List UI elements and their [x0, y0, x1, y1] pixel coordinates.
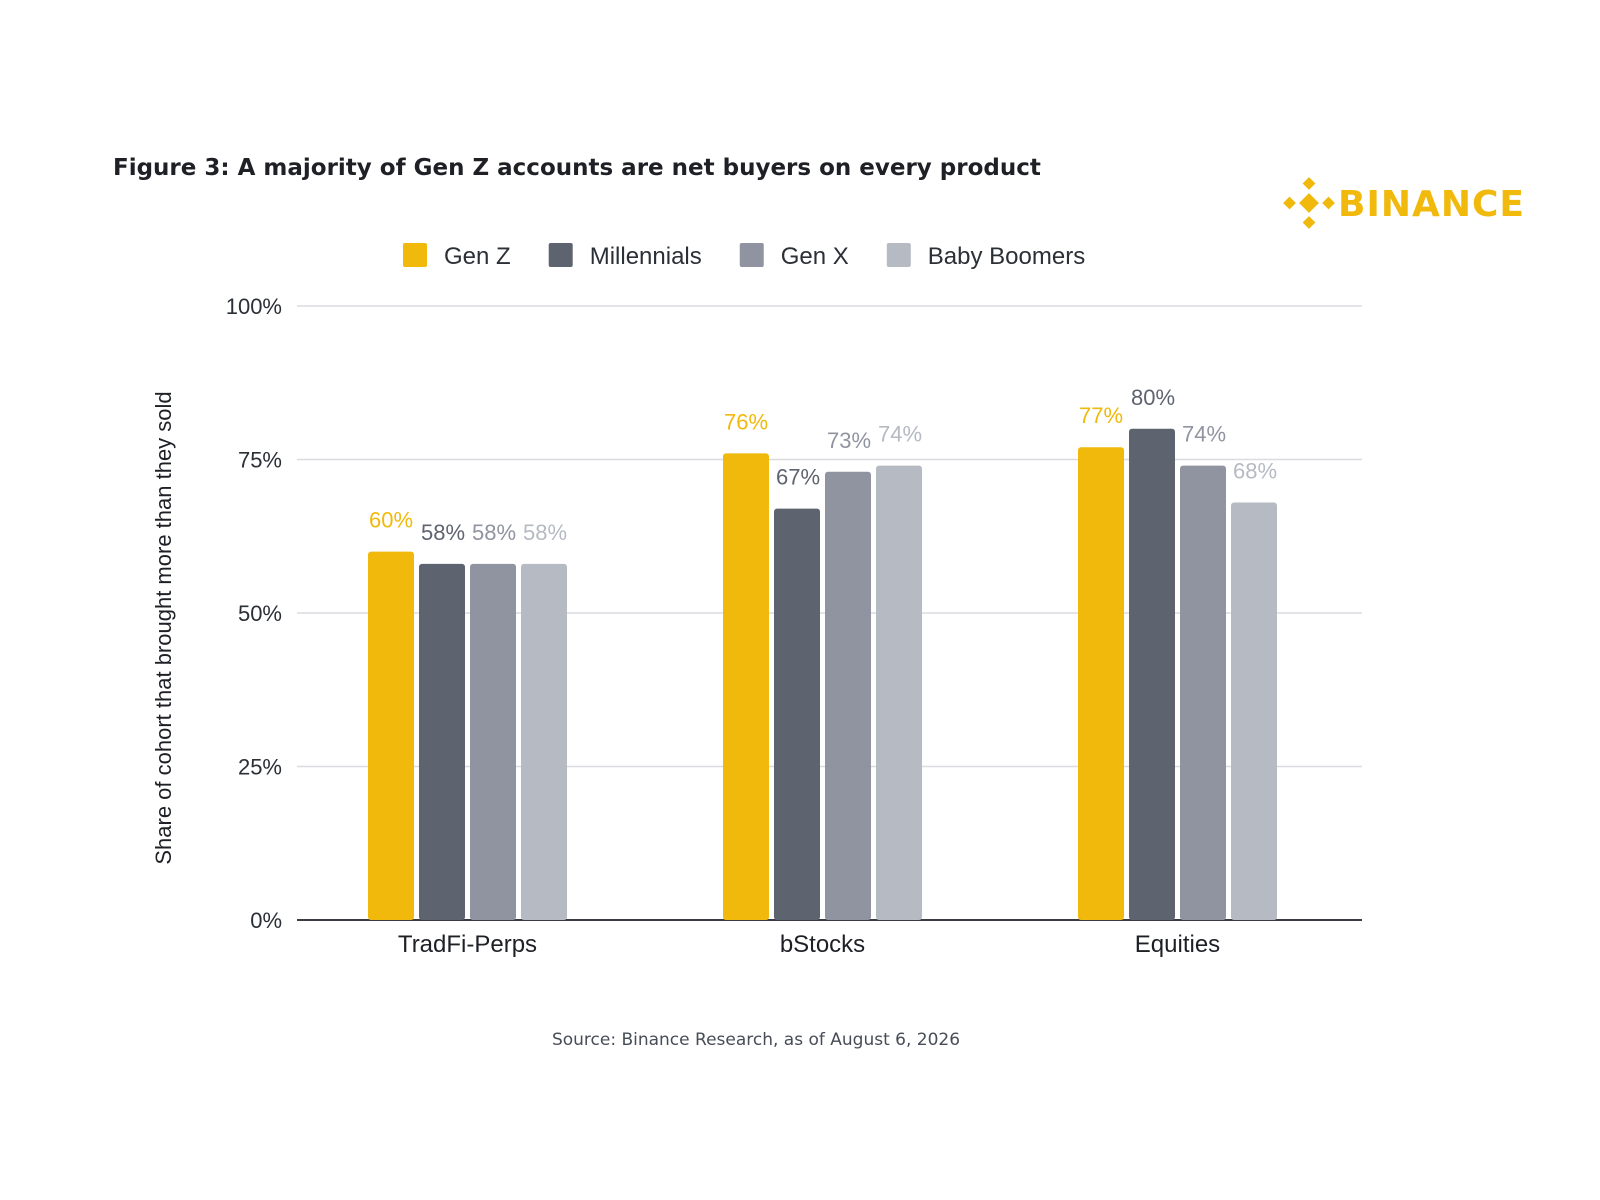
legend-label: Millennials	[590, 243, 702, 270]
legend-swatch	[403, 243, 427, 267]
data-label: 74%	[1182, 422, 1226, 447]
bar	[1129, 428, 1175, 920]
bar	[1180, 465, 1226, 920]
chart-bars	[368, 428, 1277, 920]
bar	[774, 508, 820, 920]
y-axis-ticks: 0% 25% 50% 75% 100%	[226, 294, 282, 933]
chart-legend: Gen Z Millennials Gen X Baby Boomers	[403, 243, 1085, 270]
figure-title: Figure 3: A majority of Gen Z accounts a…	[113, 155, 1041, 181]
data-label: 77%	[1079, 403, 1123, 428]
bar	[368, 551, 414, 920]
bar	[470, 563, 516, 920]
data-label: 68%	[1233, 458, 1277, 483]
x-axis-labels: TradFi-Perps bStocks Equities	[398, 931, 1220, 958]
legend-label: Gen Z	[444, 243, 511, 270]
bar	[723, 453, 769, 920]
source-note: Source: Binance Research, as of August 6…	[552, 1030, 960, 1050]
binance-logo: BINANCE	[1283, 177, 1525, 229]
bar	[876, 465, 922, 920]
legend-label: Gen X	[781, 243, 849, 270]
data-label: 58%	[523, 520, 567, 545]
legend-swatch	[739, 243, 764, 267]
data-label: 74%	[878, 422, 922, 447]
y-tick-label: 0%	[250, 908, 282, 933]
x-tick-label: Equities	[1135, 931, 1220, 958]
y-tick-label: 25%	[238, 755, 282, 780]
y-axis-title: Share of cohort that brought more than t…	[151, 391, 176, 864]
data-label: 73%	[827, 428, 871, 453]
bar	[1078, 447, 1124, 920]
bar	[825, 471, 871, 920]
bar	[1231, 502, 1277, 920]
chart-data-labels: 60% 58% 58% 58% 76% 67% 73% 74% 77% 80% 74% 68%	[369, 385, 1277, 545]
bar	[521, 563, 567, 920]
binance-logo-text: BINANCE	[1338, 184, 1525, 225]
x-tick-label: bStocks	[780, 931, 865, 958]
binance-logo-icon	[1283, 177, 1335, 229]
data-label: 60%	[369, 508, 413, 533]
y-tick-label: 75%	[238, 448, 282, 473]
legend-label: Baby Boomers	[928, 243, 1085, 270]
legend-swatch	[548, 243, 573, 267]
data-label: 58%	[421, 520, 465, 545]
legend-swatch	[886, 243, 911, 267]
y-tick-label: 50%	[238, 601, 282, 626]
data-label: 80%	[1131, 385, 1175, 410]
x-tick-label: TradFi-Perps	[398, 931, 537, 958]
data-label: 76%	[724, 409, 768, 434]
bar	[419, 563, 465, 920]
data-label: 58%	[472, 520, 516, 545]
y-tick-label: 100%	[226, 294, 282, 319]
data-label: 67%	[776, 465, 820, 490]
